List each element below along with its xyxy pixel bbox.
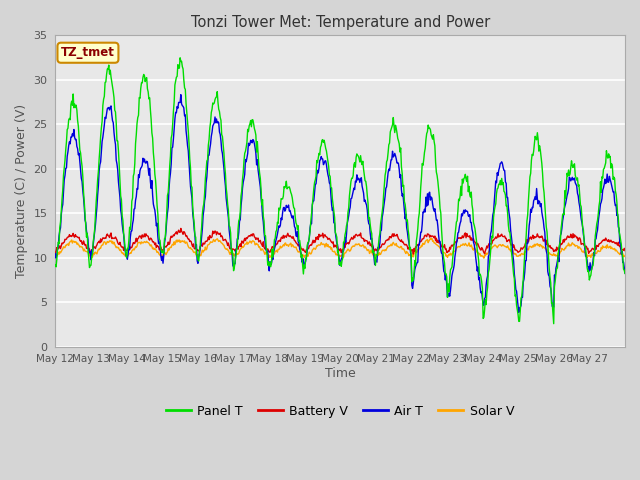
Line: Panel T: Panel T bbox=[55, 58, 625, 324]
Battery V bbox=[273, 241, 281, 247]
Air T bbox=[400, 199, 408, 205]
Battery V bbox=[433, 235, 440, 241]
Battery V bbox=[177, 226, 185, 231]
Panel T bbox=[252, 132, 260, 138]
Battery V bbox=[410, 251, 417, 257]
Battery V bbox=[51, 250, 59, 256]
Air T bbox=[621, 270, 629, 276]
Battery V bbox=[252, 237, 260, 242]
Solar V bbox=[621, 252, 629, 258]
Legend: Panel T, Battery V, Air T, Solar V: Panel T, Battery V, Air T, Solar V bbox=[161, 400, 519, 423]
Panel T bbox=[51, 262, 59, 268]
Panel T bbox=[550, 321, 557, 326]
Solar V bbox=[428, 236, 436, 241]
Panel T bbox=[621, 271, 629, 276]
Line: Solar V: Solar V bbox=[55, 239, 625, 258]
Y-axis label: Temperature (C) / Power (V): Temperature (C) / Power (V) bbox=[15, 104, 28, 278]
Air T bbox=[51, 251, 59, 257]
Air T bbox=[432, 212, 440, 217]
Panel T bbox=[118, 213, 126, 219]
Solar V bbox=[480, 255, 488, 261]
Line: Battery V: Battery V bbox=[55, 228, 625, 254]
Air T bbox=[118, 221, 126, 227]
Panel T bbox=[432, 159, 440, 165]
Solar V bbox=[432, 241, 440, 247]
Title: Tonzi Tower Met: Temperature and Power: Tonzi Tower Met: Temperature and Power bbox=[191, 15, 490, 30]
Solar V bbox=[252, 242, 259, 248]
Air T bbox=[224, 207, 232, 213]
Air T bbox=[177, 92, 185, 97]
X-axis label: Time: Time bbox=[324, 367, 356, 380]
Air T bbox=[273, 231, 281, 237]
Solar V bbox=[51, 252, 59, 258]
Battery V bbox=[400, 240, 408, 246]
Panel T bbox=[400, 182, 408, 188]
Battery V bbox=[224, 242, 232, 248]
Battery V bbox=[621, 248, 629, 253]
Text: TZ_tmet: TZ_tmet bbox=[61, 46, 115, 59]
Panel T bbox=[224, 201, 232, 207]
Solar V bbox=[223, 246, 231, 252]
Solar V bbox=[273, 247, 280, 253]
Solar V bbox=[399, 246, 407, 252]
Solar V bbox=[118, 251, 126, 256]
Panel T bbox=[273, 219, 281, 225]
Air T bbox=[515, 310, 523, 315]
Battery V bbox=[118, 244, 126, 250]
Line: Air T: Air T bbox=[55, 95, 625, 312]
Panel T bbox=[176, 55, 184, 60]
Air T bbox=[252, 150, 260, 156]
